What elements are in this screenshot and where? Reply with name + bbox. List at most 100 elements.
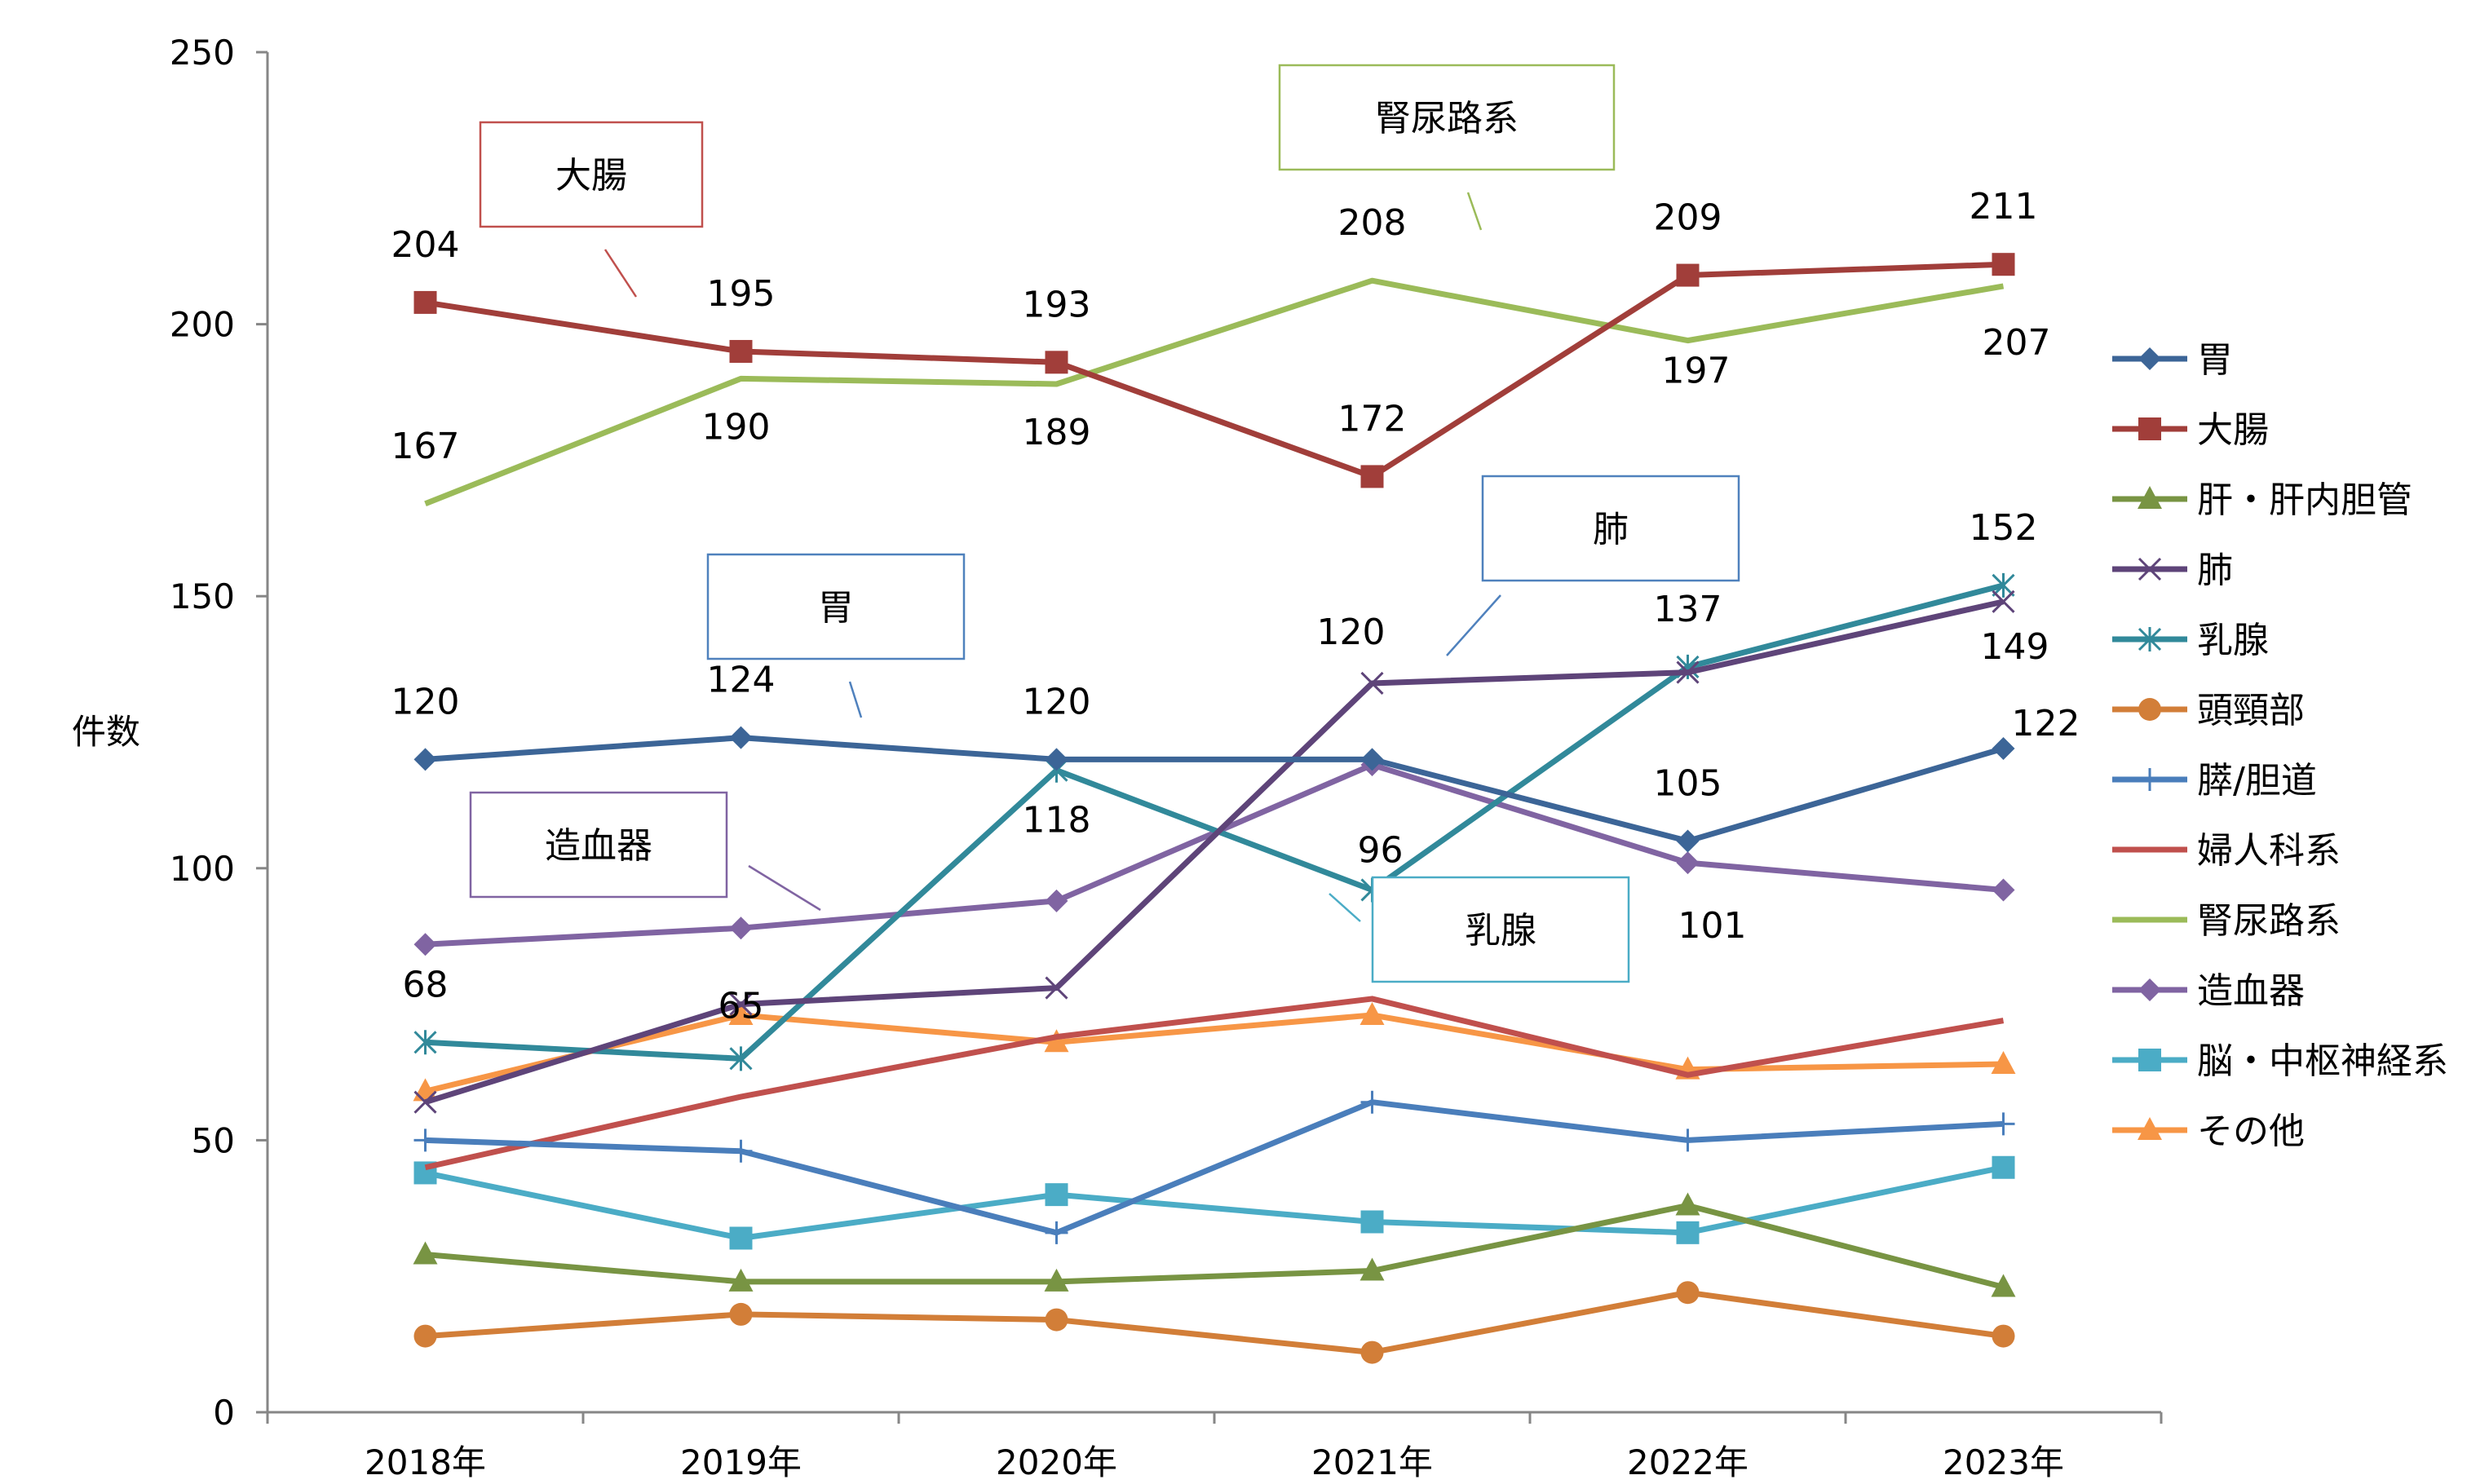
x-tick-label: 2022年: [1627, 1442, 1749, 1480]
legend-item: 肝・肝内胆管: [2112, 479, 2412, 521]
data-point: [1992, 590, 2015, 613]
x-tick-label: 2023年: [1943, 1442, 2064, 1480]
callout-leader: [1329, 893, 1361, 922]
callout-乳腺: 乳腺: [1329, 876, 1630, 983]
legend-label: 膵/胆道: [2197, 760, 2317, 802]
legend-label: その他: [2197, 1111, 2305, 1152]
data-label: 207: [1983, 322, 2051, 364]
callout-text: 胃: [818, 587, 854, 629]
callout-box: [479, 121, 704, 228]
data-point: [1360, 748, 1384, 771]
data-point: [729, 916, 753, 940]
series-line: [425, 735, 2005, 844]
series-line: [424, 996, 2005, 1171]
series-line: [424, 261, 2004, 479]
callout-大腸: 大腸: [479, 121, 704, 298]
legend-label: 胃: [2197, 339, 2233, 381]
data-point: [1045, 976, 1068, 1000]
legend-marker: [2138, 768, 2161, 791]
callout-leader: [1446, 594, 1501, 656]
data-label: 137: [1654, 589, 1722, 630]
data-point: [729, 339, 753, 363]
data-point: [729, 1046, 753, 1071]
callout-text: 肺: [1593, 509, 1629, 550]
data-label: 105: [1654, 762, 1722, 804]
data-point: [729, 726, 753, 749]
data-label: 197: [1662, 351, 1731, 392]
callout-text: 大腸: [555, 155, 627, 197]
legend-marker: [2138, 1117, 2162, 1140]
y-tick-label: 150: [170, 576, 235, 616]
data-label: 122: [2012, 703, 2080, 744]
legend-item: 頭頸部: [2112, 690, 2305, 731]
series-頭頸部: [413, 1281, 2015, 1364]
data-point: [1044, 1029, 1069, 1053]
callout-text: 乳腺: [1465, 910, 1536, 952]
data-point: [413, 1030, 437, 1055]
callout-box: [1278, 64, 1616, 171]
data-point: [1360, 465, 1384, 488]
series-婦人科系: [424, 996, 2005, 1171]
legend-marker: [2138, 698, 2161, 721]
data-label: 195: [707, 273, 776, 315]
callout-box: [469, 791, 728, 899]
data-point: [1991, 1274, 2016, 1297]
data-label: 172: [1338, 398, 1407, 439]
data-point: [1676, 1128, 1700, 1152]
data-labels: 120 124 120 105 122 204 195 193 172 209 211 120 149 6…: [391, 186, 2080, 1027]
data-point: [729, 1302, 753, 1326]
data-point: [1676, 851, 1700, 875]
data-point: [413, 933, 437, 956]
legend-marker: [2138, 1049, 2161, 1071]
data-point: [413, 1241, 438, 1265]
series-肺: [413, 590, 2015, 1114]
callout-胃: 胃: [706, 553, 966, 718]
data-point: [1045, 889, 1068, 912]
x-tick-label: 2018年: [365, 1442, 486, 1480]
data-point: [1675, 1192, 1700, 1216]
callout-text: 造血器: [545, 825, 652, 867]
data-point: [1360, 1001, 1385, 1025]
callout-text: 腎尿路系: [1375, 98, 1519, 139]
y-tick-label: 0: [213, 1393, 235, 1433]
series-line: [425, 582, 2005, 1062]
y-tick-label: 200: [170, 305, 235, 345]
data-point: [1360, 1090, 1384, 1114]
legend-item: 大腸: [2112, 409, 2269, 451]
data-label: 96: [1358, 829, 1404, 871]
data-point: [1992, 737, 2015, 761]
legend-item: 造血器: [2112, 970, 2305, 1012]
data-label: 152: [1970, 507, 2038, 549]
callout-腎尿路系: 腎尿路系: [1278, 64, 1616, 231]
legend-label: 大腸: [2197, 409, 2269, 451]
callout-肺: 肺: [1446, 475, 1740, 656]
legend-label: 脳・中枢神経系: [2197, 1040, 2448, 1082]
data-point: [1992, 253, 2015, 276]
legend-marker: [2138, 627, 2162, 651]
data-label: 65: [718, 985, 764, 1027]
data-label: 204: [391, 224, 460, 266]
series-line: [425, 1289, 2004, 1356]
callout-leader: [848, 681, 863, 718]
data-label: 209: [1654, 197, 1722, 239]
data-point: [1992, 1112, 2015, 1136]
data-point: [1992, 1324, 2015, 1348]
data-point: [1676, 263, 1700, 287]
legend-label: 婦人科系: [2197, 830, 2341, 872]
data-label: 124: [707, 660, 776, 701]
series-line: [425, 1099, 2004, 1236]
legend-marker: [2138, 486, 2162, 509]
data-label: 120: [1317, 612, 1386, 653]
data-point: [413, 748, 437, 771]
callout-leader: [748, 864, 821, 912]
data-label: 68: [403, 964, 449, 1005]
data-point: [413, 1128, 437, 1152]
data-point: [1045, 351, 1068, 374]
data-label: 208: [1338, 202, 1407, 244]
data-point: [1045, 1308, 1068, 1332]
series-肝・肝内胆管: [413, 1192, 2016, 1297]
data-label: 211: [1970, 186, 2038, 227]
y-axis-label: 件数: [72, 712, 140, 752]
